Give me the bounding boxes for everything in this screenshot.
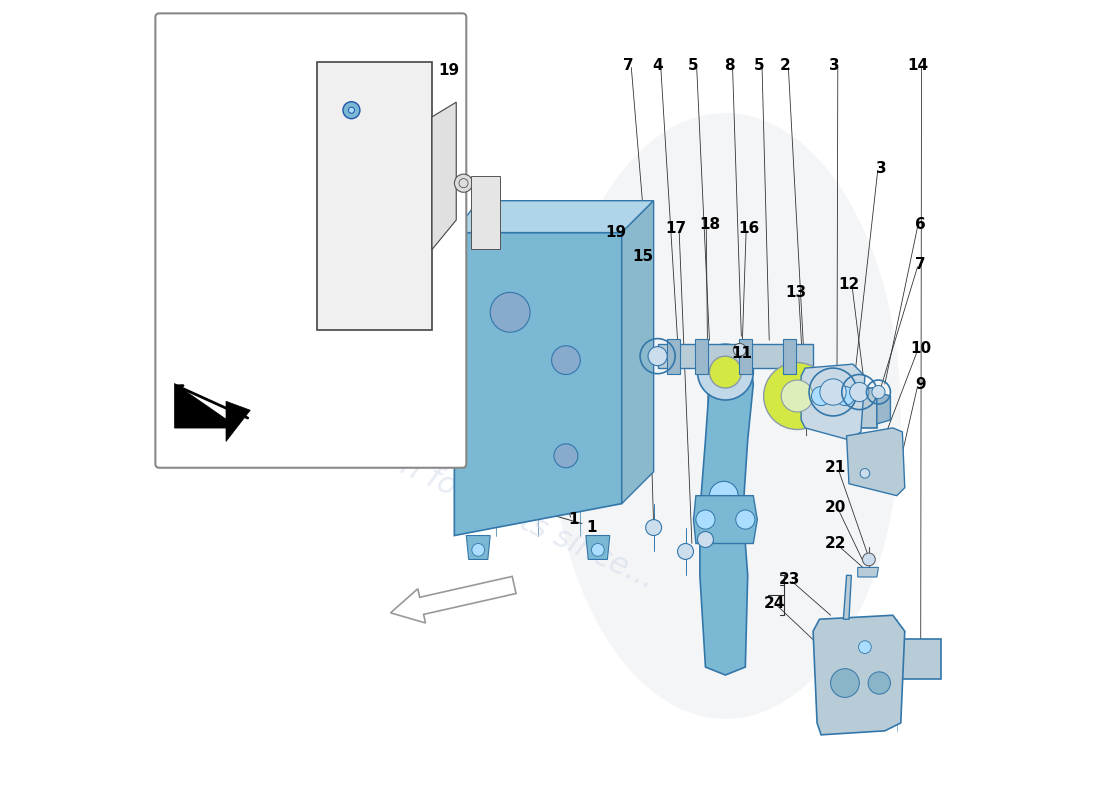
Circle shape xyxy=(835,386,855,406)
Polygon shape xyxy=(586,535,609,559)
Circle shape xyxy=(491,292,530,332)
Text: 8: 8 xyxy=(724,58,735,73)
Polygon shape xyxy=(432,102,456,250)
Polygon shape xyxy=(801,364,865,440)
Circle shape xyxy=(697,344,754,400)
Text: 6: 6 xyxy=(915,217,926,232)
Circle shape xyxy=(592,543,604,556)
Polygon shape xyxy=(175,383,250,442)
Text: 21: 21 xyxy=(825,460,846,475)
Text: 19: 19 xyxy=(438,63,459,78)
Circle shape xyxy=(710,356,741,388)
FancyBboxPatch shape xyxy=(155,14,466,468)
Polygon shape xyxy=(847,428,905,496)
Circle shape xyxy=(781,380,813,412)
Text: 5: 5 xyxy=(689,58,698,73)
Circle shape xyxy=(736,510,755,529)
Text: 3: 3 xyxy=(876,162,887,176)
Bar xyxy=(471,176,499,250)
Text: 3: 3 xyxy=(829,58,840,73)
Text: 13: 13 xyxy=(785,285,806,300)
Circle shape xyxy=(646,519,661,535)
Circle shape xyxy=(820,379,846,405)
Circle shape xyxy=(472,543,485,556)
Polygon shape xyxy=(454,201,653,233)
Circle shape xyxy=(858,641,871,654)
Text: 15: 15 xyxy=(631,249,653,264)
Circle shape xyxy=(812,386,830,406)
Bar xyxy=(317,62,432,330)
Polygon shape xyxy=(739,338,751,374)
Text: 16: 16 xyxy=(739,221,760,236)
Circle shape xyxy=(849,382,869,402)
Circle shape xyxy=(349,107,354,114)
Polygon shape xyxy=(454,233,621,535)
Circle shape xyxy=(554,444,578,468)
Polygon shape xyxy=(550,113,901,719)
Circle shape xyxy=(678,543,693,559)
Text: 2: 2 xyxy=(780,58,791,73)
Polygon shape xyxy=(695,338,708,374)
Polygon shape xyxy=(858,567,879,577)
Text: 23: 23 xyxy=(779,572,800,587)
Circle shape xyxy=(830,669,859,698)
Text: 20: 20 xyxy=(825,500,846,515)
Circle shape xyxy=(860,469,870,478)
Text: 10: 10 xyxy=(910,341,932,356)
Text: 11: 11 xyxy=(730,346,751,362)
Circle shape xyxy=(551,346,581,374)
Circle shape xyxy=(696,510,715,529)
Circle shape xyxy=(454,174,473,192)
Text: euroParts: euroParts xyxy=(244,269,632,499)
Text: 24: 24 xyxy=(763,596,784,610)
Circle shape xyxy=(862,553,876,566)
Circle shape xyxy=(697,531,714,547)
Polygon shape xyxy=(658,344,813,368)
Text: 1: 1 xyxy=(586,520,596,535)
Polygon shape xyxy=(693,496,757,543)
Circle shape xyxy=(648,346,668,366)
Text: 12: 12 xyxy=(838,277,859,292)
Polygon shape xyxy=(466,535,491,559)
Text: 17: 17 xyxy=(666,221,686,236)
Polygon shape xyxy=(833,388,877,428)
Text: 19: 19 xyxy=(606,225,627,240)
Text: 22: 22 xyxy=(825,536,846,551)
Polygon shape xyxy=(877,392,890,424)
Circle shape xyxy=(710,482,738,510)
Polygon shape xyxy=(844,575,851,619)
Text: a passion for parts since...: a passion for parts since... xyxy=(282,398,659,594)
Text: 18: 18 xyxy=(698,217,720,232)
Circle shape xyxy=(872,386,886,398)
Circle shape xyxy=(343,102,360,118)
Text: 5: 5 xyxy=(754,58,764,73)
Text: 4: 4 xyxy=(652,58,663,73)
Text: 1: 1 xyxy=(569,512,580,527)
Polygon shape xyxy=(783,338,795,374)
Polygon shape xyxy=(700,352,754,675)
Polygon shape xyxy=(668,338,680,374)
Circle shape xyxy=(868,672,890,694)
Text: 9: 9 xyxy=(915,377,926,391)
Circle shape xyxy=(734,343,746,356)
Text: 7: 7 xyxy=(623,58,634,73)
Polygon shape xyxy=(813,615,905,735)
Text: 7: 7 xyxy=(915,257,926,272)
Polygon shape xyxy=(887,643,901,675)
Circle shape xyxy=(763,362,830,430)
Polygon shape xyxy=(901,639,940,679)
FancyArrow shape xyxy=(390,577,516,623)
Polygon shape xyxy=(621,201,653,504)
Text: 14: 14 xyxy=(908,58,928,73)
